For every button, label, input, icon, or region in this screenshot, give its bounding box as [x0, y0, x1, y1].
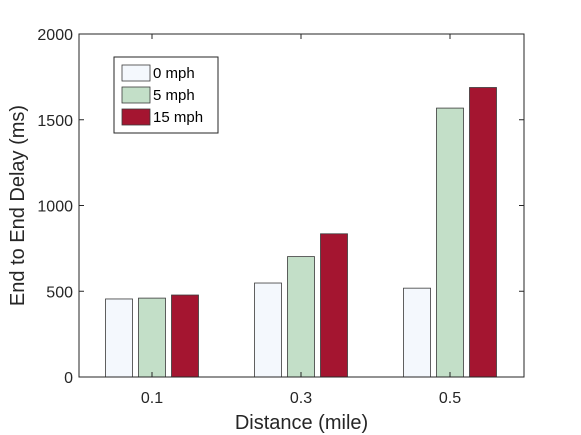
y-tick-label: 500 [46, 284, 73, 301]
y-tick-label: 1000 [37, 199, 73, 216]
y-axis-label: End to End Delay (ms) [7, 105, 29, 306]
bar-0-mph-0.3 [254, 282, 282, 378]
bar-0-mph-0.1 [105, 298, 133, 378]
ticks-group: 0 500 1000 1500 2000 0.1 0.3 0.5 [37, 27, 524, 407]
bar-0-mph-0.5 [403, 287, 431, 378]
bar-15-mph-0.3 [320, 233, 348, 378]
legend-label: 5 mph [153, 87, 195, 104]
legend-swatch [121, 86, 151, 104]
bar-15-mph-0.1 [171, 294, 199, 378]
x-axis-label: Distance (mile) [235, 412, 368, 434]
y-tick-label: 2000 [37, 27, 73, 44]
x-tick-label: 0.5 [439, 390, 461, 407]
legend-label: 0 mph [153, 65, 195, 82]
y-tick-label: 0 [64, 370, 73, 387]
legend: 0 mph 5 mph 15 mph [113, 56, 219, 134]
y-tick-label: 1500 [37, 113, 73, 130]
bar-15-mph-0.5 [469, 87, 497, 378]
bar-5-mph-0.5 [436, 107, 464, 378]
bar-5-mph-0.3 [287, 256, 315, 378]
legend-swatch [121, 64, 151, 82]
legend-swatch [121, 108, 151, 126]
x-tick-label: 0.1 [141, 390, 163, 407]
bar-5-mph-0.1 [138, 297, 166, 378]
x-tick-label: 0.3 [290, 390, 312, 407]
bars-group [105, 87, 497, 378]
legend-label: 15 mph [153, 109, 203, 126]
